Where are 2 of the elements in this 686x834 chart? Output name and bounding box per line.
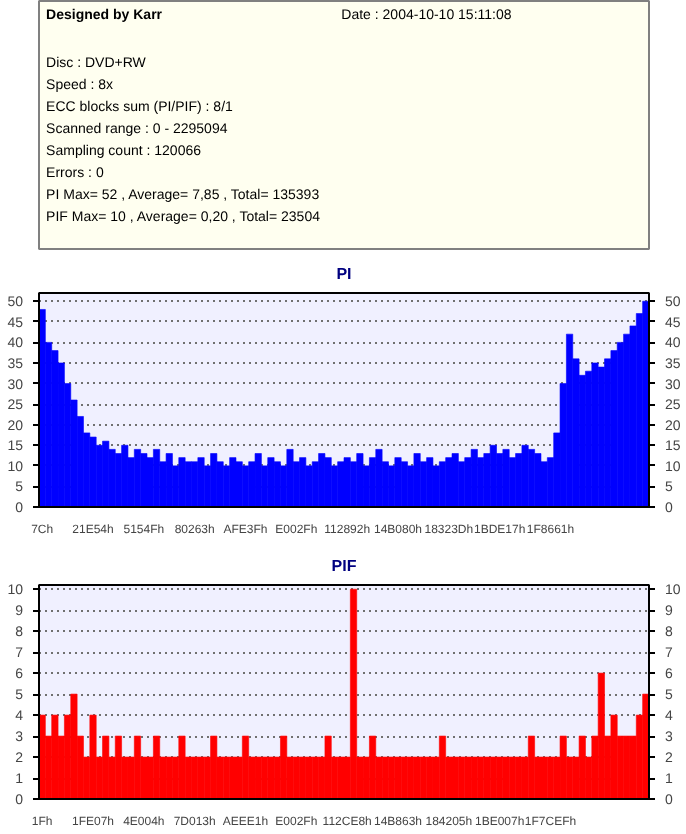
chart-title: PI bbox=[336, 265, 352, 283]
chart-title: PIF bbox=[331, 557, 357, 575]
